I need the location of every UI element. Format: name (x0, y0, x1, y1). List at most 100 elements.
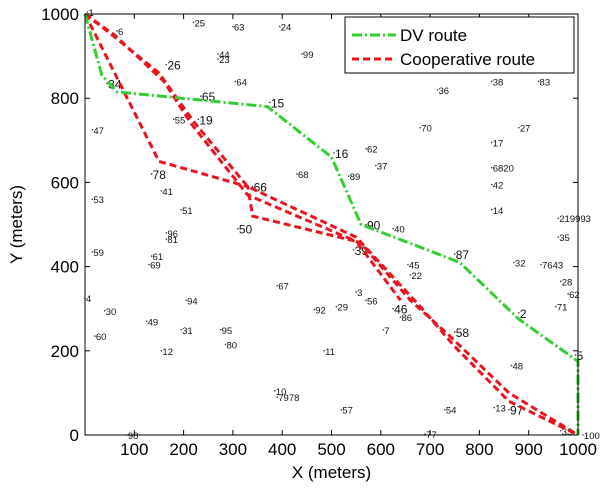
node-label: 13 (495, 404, 506, 415)
node-label: 62 (367, 145, 378, 156)
node-label: 94 (187, 296, 198, 307)
node-label: 2 (520, 307, 527, 321)
node-label: 30 (106, 307, 117, 318)
node-label: 60 (96, 332, 107, 343)
node-label: 25 (194, 18, 205, 29)
node-label: 57 (342, 406, 353, 417)
node-label: 22 (411, 271, 422, 282)
node-point (365, 147, 367, 150)
node-label: 36 (438, 86, 449, 97)
cooperative-route-line (84, 12, 579, 437)
y-tick-label: 400 (51, 258, 79, 277)
node-point (490, 183, 493, 186)
node-label: 61 (153, 252, 164, 263)
node-point (365, 299, 367, 302)
node-label: 41 (162, 187, 173, 198)
node-point (333, 152, 335, 154)
node-label: 99 (303, 50, 314, 61)
node-point (301, 53, 303, 55)
node-point (180, 208, 182, 211)
node-point (165, 238, 168, 241)
node-point (557, 217, 560, 219)
node-point (355, 291, 357, 293)
legend-label-dv-route: DV route (400, 26, 467, 45)
x-tick-label: 700 (416, 440, 444, 459)
node-label: 71 (557, 303, 568, 314)
node-label: 62 (569, 290, 580, 301)
node-point (436, 88, 439, 91)
node-point (165, 63, 168, 66)
node-label: 47 (93, 126, 104, 137)
node-label: 92 (315, 306, 326, 317)
node-label: 53 (93, 195, 104, 206)
node-label: 69 (150, 260, 161, 271)
node-point (559, 280, 562, 283)
node-label: 49 (148, 317, 159, 328)
node-point (490, 141, 493, 144)
node-point (219, 328, 222, 331)
node-point (150, 173, 153, 175)
node-point (518, 126, 520, 129)
node-label: 33 (562, 427, 573, 438)
node-label: 17 (493, 138, 504, 149)
node-point (513, 261, 515, 264)
node-label: 14 (493, 206, 504, 217)
node-point (444, 408, 446, 411)
cooperative-route-line (84, 12, 579, 437)
cooperative-route-line (83, 13, 402, 302)
node-label: 56 (367, 296, 378, 307)
node-point (382, 328, 385, 331)
node-label: 1 (88, 8, 93, 19)
node-point (94, 335, 96, 337)
node-label: 64 (236, 77, 247, 88)
axis-ticks: 100 200 300 400 500 600 700 800 900 1000 0 200 400 60… (41, 5, 597, 459)
node-label: 54 (446, 406, 457, 417)
node-point (160, 190, 163, 192)
y-tick-label: 200 (51, 342, 79, 361)
node-label: 37 (377, 162, 388, 173)
x-tick-label: 200 (169, 440, 197, 459)
node-point (510, 364, 513, 367)
node-label: 11 (325, 347, 335, 358)
node-point (419, 126, 422, 129)
node-point (493, 406, 495, 409)
node-point (103, 310, 106, 312)
node-label: 77 (426, 430, 437, 441)
node-label: 86 (402, 313, 413, 324)
x-tick-label: 500 (317, 440, 345, 459)
node-point (574, 354, 577, 356)
node-point (197, 118, 200, 121)
node-point (323, 350, 325, 352)
node-point (86, 11, 89, 13)
x-tick-label: 600 (367, 440, 395, 459)
node-label: 81 (167, 235, 178, 246)
node-label: 19 (199, 113, 213, 127)
node-label: 45 (409, 260, 420, 271)
node-point (582, 434, 584, 436)
node-label: 51 (182, 206, 193, 217)
node-label: 87 (456, 248, 470, 262)
node-point (150, 255, 153, 257)
node-label: 66 (254, 181, 268, 195)
node-point (165, 232, 168, 234)
node-label: 98 (128, 431, 139, 442)
x-tick-label: 400 (268, 440, 296, 459)
node-point (91, 198, 94, 201)
node-label: 58 (456, 326, 470, 340)
node-label: 219993 (559, 214, 591, 225)
node-label: 16 (335, 147, 349, 161)
node-point (217, 53, 219, 55)
node-label: 68 (298, 170, 309, 181)
node-point (567, 293, 569, 295)
dv-route-line (83, 13, 580, 435)
node-point (490, 208, 493, 211)
node-point (276, 396, 279, 398)
node-point (392, 227, 394, 230)
y-axis-label: Y (meters) (7, 185, 26, 264)
node-point (160, 350, 163, 352)
node-label: 83 (540, 77, 551, 88)
node-point (490, 166, 493, 169)
legend-label-cooperative-route: Cooperative route (400, 50, 535, 69)
node-label: 80 (227, 340, 238, 351)
